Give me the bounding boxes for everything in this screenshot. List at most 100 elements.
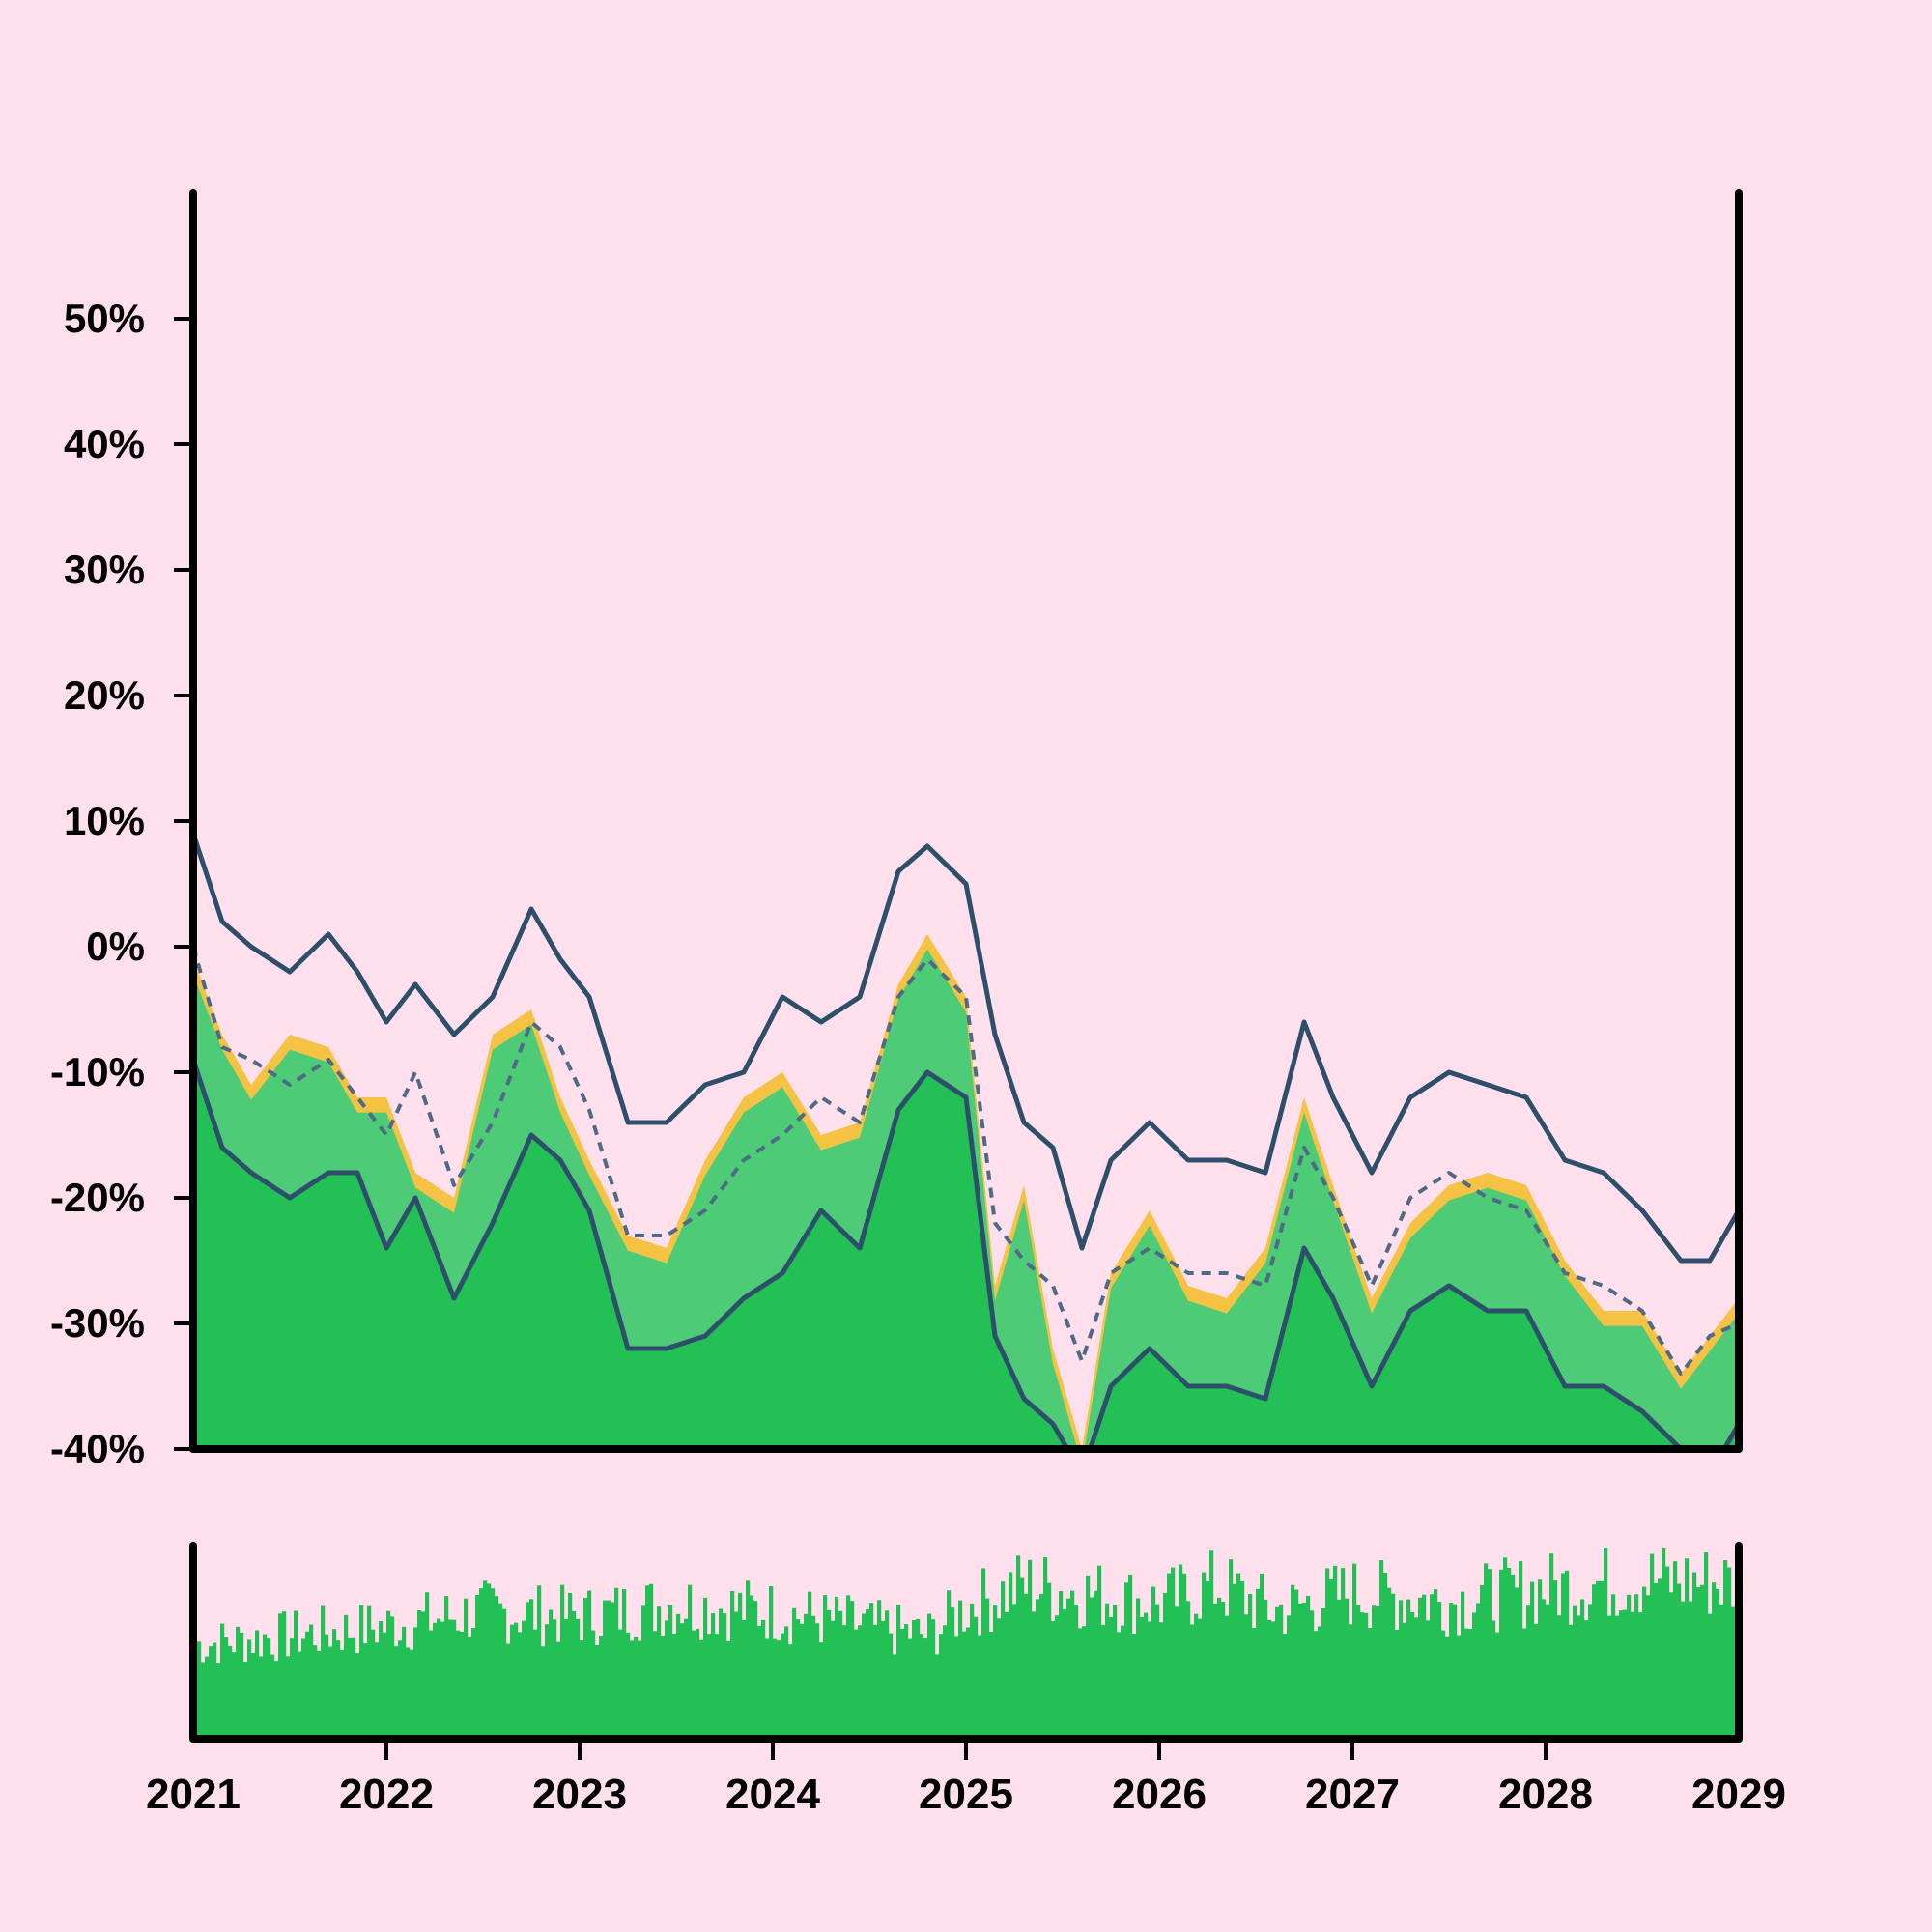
volume-bar [1090,1597,1094,1739]
volume-bar [1623,1609,1628,1739]
volume-bar [1140,1616,1145,1739]
volume-bar [1097,1565,1102,1739]
lower-band-area [193,1060,1739,1449]
volume-bar [1233,1583,1237,1739]
volume-bar [390,1616,395,1739]
volume-bar [1561,1573,1566,1739]
volume-bar [1051,1621,1056,1739]
volume-bar [1059,1591,1064,1739]
volume-bar [1028,1559,1033,1739]
volume-bar [958,1600,963,1739]
volume-bar [197,1641,202,1739]
volume-bar [1283,1634,1288,1739]
volume-bar [1619,1610,1624,1739]
volume-bar [1298,1603,1303,1739]
volume-bar [1511,1574,1516,1739]
volume-bar [1712,1582,1717,1739]
volume-bar [1549,1553,1554,1739]
volume-bar [321,1605,326,1739]
volume-bar [1105,1603,1110,1739]
volume-bar [638,1640,642,1739]
volume-bar [456,1630,461,1739]
volume-bar [641,1605,646,1739]
volume-bar [236,1626,241,1739]
volume-bar [1124,1582,1129,1739]
volume-bar [352,1637,356,1739]
volume-bar [1175,1606,1179,1739]
volume-bar [1615,1615,1620,1739]
x-tick-label: 2024 [725,1771,820,1818]
volume-bar [216,1663,221,1739]
volume-bar [1236,1573,1241,1739]
volume-bar [711,1613,716,1739]
volume-bar [1101,1625,1106,1739]
volume-bar [394,1646,399,1739]
volume-bar [1700,1584,1705,1739]
volume-bar [1719,1605,1724,1739]
volume-bar [522,1620,526,1739]
volume-bar [1318,1626,1322,1739]
volume-bar [298,1651,302,1739]
volume-bar [707,1634,712,1739]
volume-bar [533,1629,538,1739]
volume-bar [587,1590,592,1739]
volume-bar [715,1634,720,1739]
volume-bar [997,1618,1002,1739]
volume-bar [1128,1574,1133,1739]
volume-bar [487,1583,492,1739]
volume-bar [742,1619,747,1739]
volume-bar [1179,1564,1183,1739]
volume-bar [1453,1604,1458,1739]
volume-bar [1430,1594,1435,1739]
volume-bar [1117,1632,1122,1739]
volume-bar [201,1662,206,1739]
volume-bar [777,1640,781,1739]
volume-bar [1681,1601,1686,1739]
volume-bar [529,1599,534,1739]
volume-bar [684,1618,689,1739]
volume-bar [1422,1594,1427,1739]
x-tick-label: 2026 [1112,1771,1207,1818]
volume-bar [282,1611,287,1739]
volume-bar [1441,1630,1446,1739]
volume-bar [1275,1606,1280,1739]
volume-bar [873,1624,878,1739]
x-tick-label: 2023 [532,1771,627,1818]
volume-bar [410,1649,414,1739]
volume-bar [862,1613,867,1739]
volume-bar [1094,1590,1098,1739]
volume-bar [1669,1592,1674,1739]
volume-bar [437,1618,441,1739]
volume-bar [355,1653,360,1739]
volume-bar [406,1647,411,1739]
volume-bar [1503,1557,1508,1739]
volume-bar [286,1656,291,1739]
volume-bar [340,1650,345,1739]
x-tick-label: 2021 [146,1771,241,1818]
volume-bar [313,1645,318,1739]
y-tick-label: 40% [64,421,145,467]
volume-bar [433,1622,438,1739]
volume-bar [931,1619,936,1739]
volume-bar [1306,1595,1311,1739]
volume-bar [1209,1550,1214,1739]
volume-bar [1206,1581,1210,1739]
volume-bar [935,1654,940,1739]
volume-bar [866,1609,870,1739]
volume-bar [1294,1589,1299,1739]
volume-bar [1194,1613,1199,1739]
volume-bar [1070,1590,1075,1739]
volume-bar [1580,1599,1585,1739]
volume-bar [1036,1599,1040,1739]
volume-bar [367,1605,372,1739]
volume-bar [811,1615,816,1739]
y-tick-label: 30% [64,547,145,592]
volume-bar [1163,1593,1168,1739]
volume-bar [1364,1612,1369,1739]
volume-bar [1495,1632,1500,1739]
y-tick-label: -30% [50,1300,145,1346]
volume-bar [1248,1593,1253,1739]
volume-bar [452,1619,457,1739]
volume-bar [1372,1605,1377,1739]
volume-bar [1607,1615,1612,1739]
